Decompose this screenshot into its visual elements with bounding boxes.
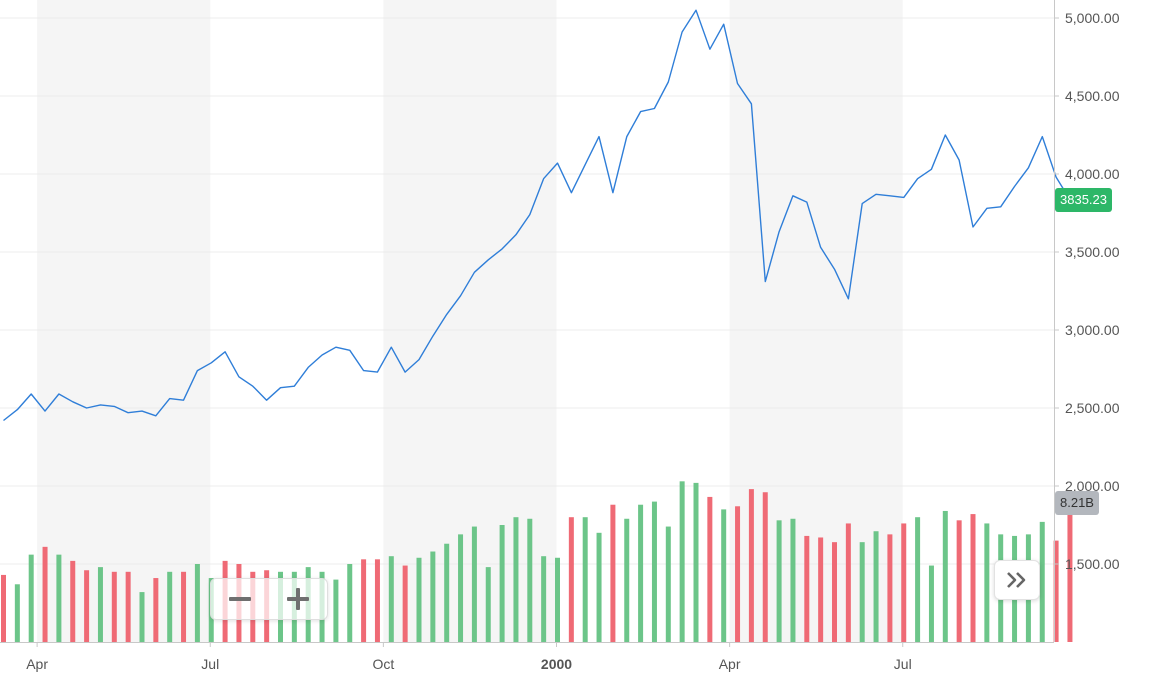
volume-bar-32 — [444, 543, 450, 642]
volume-bar-26 — [361, 559, 367, 642]
volume-bar-31 — [430, 551, 436, 642]
volume-bar-35 — [485, 567, 491, 642]
time-tick-label-4: Apr — [719, 656, 741, 672]
volume-bar-41 — [568, 517, 574, 642]
axes — [0, 0, 1059, 647]
volume-bar-14 — [194, 564, 200, 642]
price-tick-label-0: 1,500.00 — [1065, 556, 1120, 572]
volume-bar-77 — [1067, 514, 1073, 642]
volume-bar-38 — [527, 518, 533, 642]
volume-bar-64 — [887, 534, 893, 642]
volume-bar-58 — [804, 535, 810, 642]
price-tick-label-4: 3,500.00 — [1065, 244, 1120, 260]
scroll-to-latest-button[interactable] — [994, 560, 1040, 600]
volume-bar-48 — [665, 526, 671, 642]
volume-bar-66 — [915, 517, 921, 642]
volume-bar-39 — [541, 556, 547, 642]
volume-bar-61 — [845, 523, 851, 642]
volume-bar-75 — [1039, 521, 1045, 642]
volume-bar-28 — [388, 556, 394, 642]
time-axis-labels: Apr Jul Oct 2000 Apr Jul — [26, 656, 911, 672]
volume-bar-76 — [1053, 540, 1059, 642]
volume-bar-0 — [1, 574, 6, 642]
volume-bar-34 — [471, 526, 477, 642]
volume-bar-70 — [970, 514, 976, 642]
time-tick-label-1: Jul — [201, 656, 219, 672]
price-tick-label-1: 2,000.00 — [1065, 478, 1120, 494]
volume-bar-71 — [984, 523, 990, 642]
price-tick-label-2: 2,500.00 — [1065, 400, 1120, 416]
volume-bar-8 — [111, 571, 117, 642]
last-price-label: 3835.23 — [1060, 191, 1107, 207]
volume-bar-54 — [748, 489, 754, 642]
volume-bar-60 — [832, 542, 837, 642]
price-line — [3, 9, 1071, 422]
volume-bar-55 — [762, 492, 768, 642]
zoom-in-button[interactable] — [283, 584, 313, 614]
volume-bar-65 — [901, 523, 907, 642]
price-line-layer — [3, 9, 1071, 422]
volume-bar-59 — [818, 537, 824, 642]
volume-bar-43 — [596, 532, 602, 642]
volume-bar-10 — [139, 592, 145, 642]
volume-bar-9 — [125, 571, 131, 642]
time-tick-label-5: Jul — [894, 656, 912, 672]
volume-bar-45 — [624, 518, 630, 642]
volume-bar-49 — [679, 481, 685, 642]
volume-bar-56 — [776, 520, 782, 642]
volume-bar-11 — [153, 578, 159, 642]
volume-bar-46 — [638, 504, 644, 642]
volume-bar-42 — [582, 517, 588, 642]
volume-bar-44 — [610, 504, 616, 642]
volume-bar-57 — [790, 518, 796, 642]
volume-bar-3 — [42, 546, 48, 642]
volume-bar-5 — [70, 560, 76, 642]
volume-bar-69 — [956, 520, 962, 642]
volume-bar-30 — [416, 557, 422, 642]
volume-bar-25 — [347, 564, 353, 642]
zoom-control — [210, 578, 328, 620]
volume-bar-12 — [167, 571, 173, 642]
volume-bar-53 — [735, 506, 741, 642]
last-volume-label: 8.21B — [1060, 495, 1094, 510]
time-tick-label-0: Apr — [26, 656, 48, 672]
volume-bar-63 — [873, 531, 879, 642]
volume-bar-27 — [374, 559, 380, 642]
quarter-band-0 — [37, 0, 211, 642]
price-tick-label-5: 4,000.00 — [1065, 166, 1120, 182]
volume-bar-7 — [97, 567, 103, 642]
price-tick-label-3: 3,000.00 — [1065, 322, 1120, 338]
volume-bar-37 — [513, 517, 519, 642]
volume-bar-47 — [651, 501, 657, 642]
double-chevron-right-icon — [1007, 572, 1026, 588]
volume-bar-29 — [402, 565, 408, 642]
quarter-shading — [37, 0, 903, 642]
volume-bar-24 — [333, 579, 339, 642]
volume-bar-62 — [859, 542, 865, 642]
price-tick-label-6: 4,500.00 — [1065, 88, 1120, 104]
volume-bar-51 — [707, 496, 713, 642]
volume-bar-68 — [942, 510, 948, 642]
time-tick-label-3: 2000 — [541, 656, 572, 672]
price-tick-label-7: 5,000.00 — [1065, 10, 1120, 26]
minus-icon — [229, 597, 251, 601]
price-axis-labels: 1,500.00 2,000.00 2,500.00 3,000.00 3,500.00… — [1065, 10, 1120, 572]
volume-bar-36 — [499, 525, 505, 642]
last-price-badge: 3835.23 — [1055, 187, 1112, 212]
volume-bar-33 — [458, 534, 464, 642]
volume-bar-2 — [28, 554, 34, 642]
volume-bar-67 — [928, 565, 934, 642]
volume-bar-6 — [84, 570, 90, 642]
zoom-out-button[interactable] — [225, 584, 255, 614]
volume-bar-4 — [56, 554, 62, 642]
last-volume-badge: 8.21B — [1055, 491, 1099, 515]
volume-bar-13 — [181, 571, 187, 642]
volume-bar-1 — [14, 584, 20, 642]
volume-bar-50 — [693, 482, 699, 642]
volume-bar-40 — [555, 557, 560, 642]
volume-bar-52 — [721, 509, 727, 642]
time-tick-label-2: Oct — [372, 656, 394, 672]
